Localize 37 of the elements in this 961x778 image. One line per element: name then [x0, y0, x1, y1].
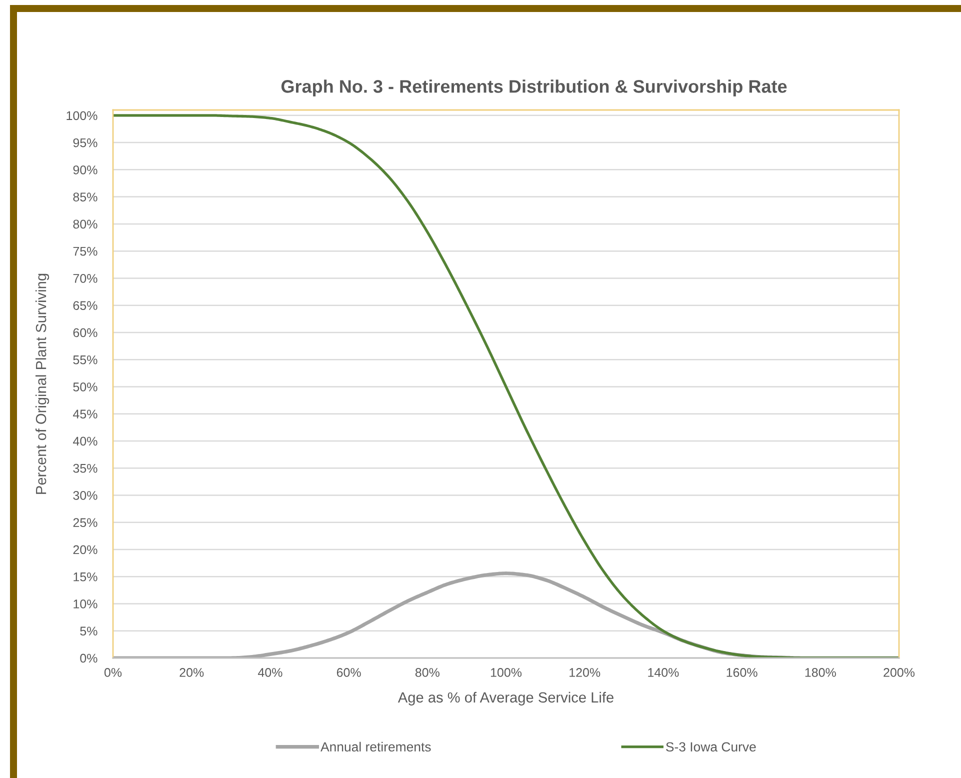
y-tick-label: 75%: [73, 246, 98, 256]
x-tick-label: 100%: [490, 668, 522, 677]
x-tick-label: 80%: [415, 668, 440, 677]
y-tick-label: 65%: [73, 301, 98, 310]
y-tick-label: 45%: [72, 410, 98, 418]
chart-title: Graph No. 3 - Retirements Distribution & Survivorship Rate: [281, 80, 787, 96]
x-tick-label: 140%: [648, 668, 679, 677]
y-tick-label: 35%: [73, 464, 98, 473]
x-tick-label: 60%: [336, 668, 361, 677]
legend-label: Annual retirements: [320, 742, 431, 752]
y-tick-label: 90%: [73, 165, 98, 174]
y-tick-label: 10%: [74, 600, 98, 608]
y-axis-title: Percent of Original Plant Surviving: [35, 274, 50, 494]
x-tick-label: 20%: [180, 668, 204, 677]
y-tick-label: 40%: [72, 436, 98, 446]
y-tick-label: 25%: [73, 518, 98, 528]
x-tick-label: 40%: [258, 668, 282, 677]
legend-label: S-3 Iowa Curve: [666, 742, 756, 752]
x-axis-title: Age as % of Average Service Life: [398, 692, 614, 706]
y-tick-label: 5%: [80, 626, 98, 636]
y-tick-label: 60%: [73, 328, 98, 338]
y-tick-label: 0%: [80, 654, 98, 663]
x-tick-label: 120%: [570, 668, 600, 677]
y-tick-label: 30%: [73, 491, 98, 500]
y-tick-label: 20%: [73, 545, 98, 554]
y-tick-label: 50%: [73, 382, 98, 392]
y-tick-label: 55%: [73, 355, 98, 364]
y-tick-label: 15%: [74, 572, 98, 582]
y-tick-label: 85%: [73, 192, 98, 202]
y-tick-label: 100%: [66, 111, 98, 120]
y-tick-label: 70%: [73, 274, 98, 283]
x-tick-label: 0%: [104, 668, 122, 677]
y-tick-label: 95%: [73, 138, 98, 148]
x-tick-label: 200%: [884, 668, 915, 677]
x-tick-label: 160%: [726, 668, 758, 677]
y-tick-label: 80%: [73, 220, 98, 229]
x-tick-label: 180%: [805, 668, 836, 677]
